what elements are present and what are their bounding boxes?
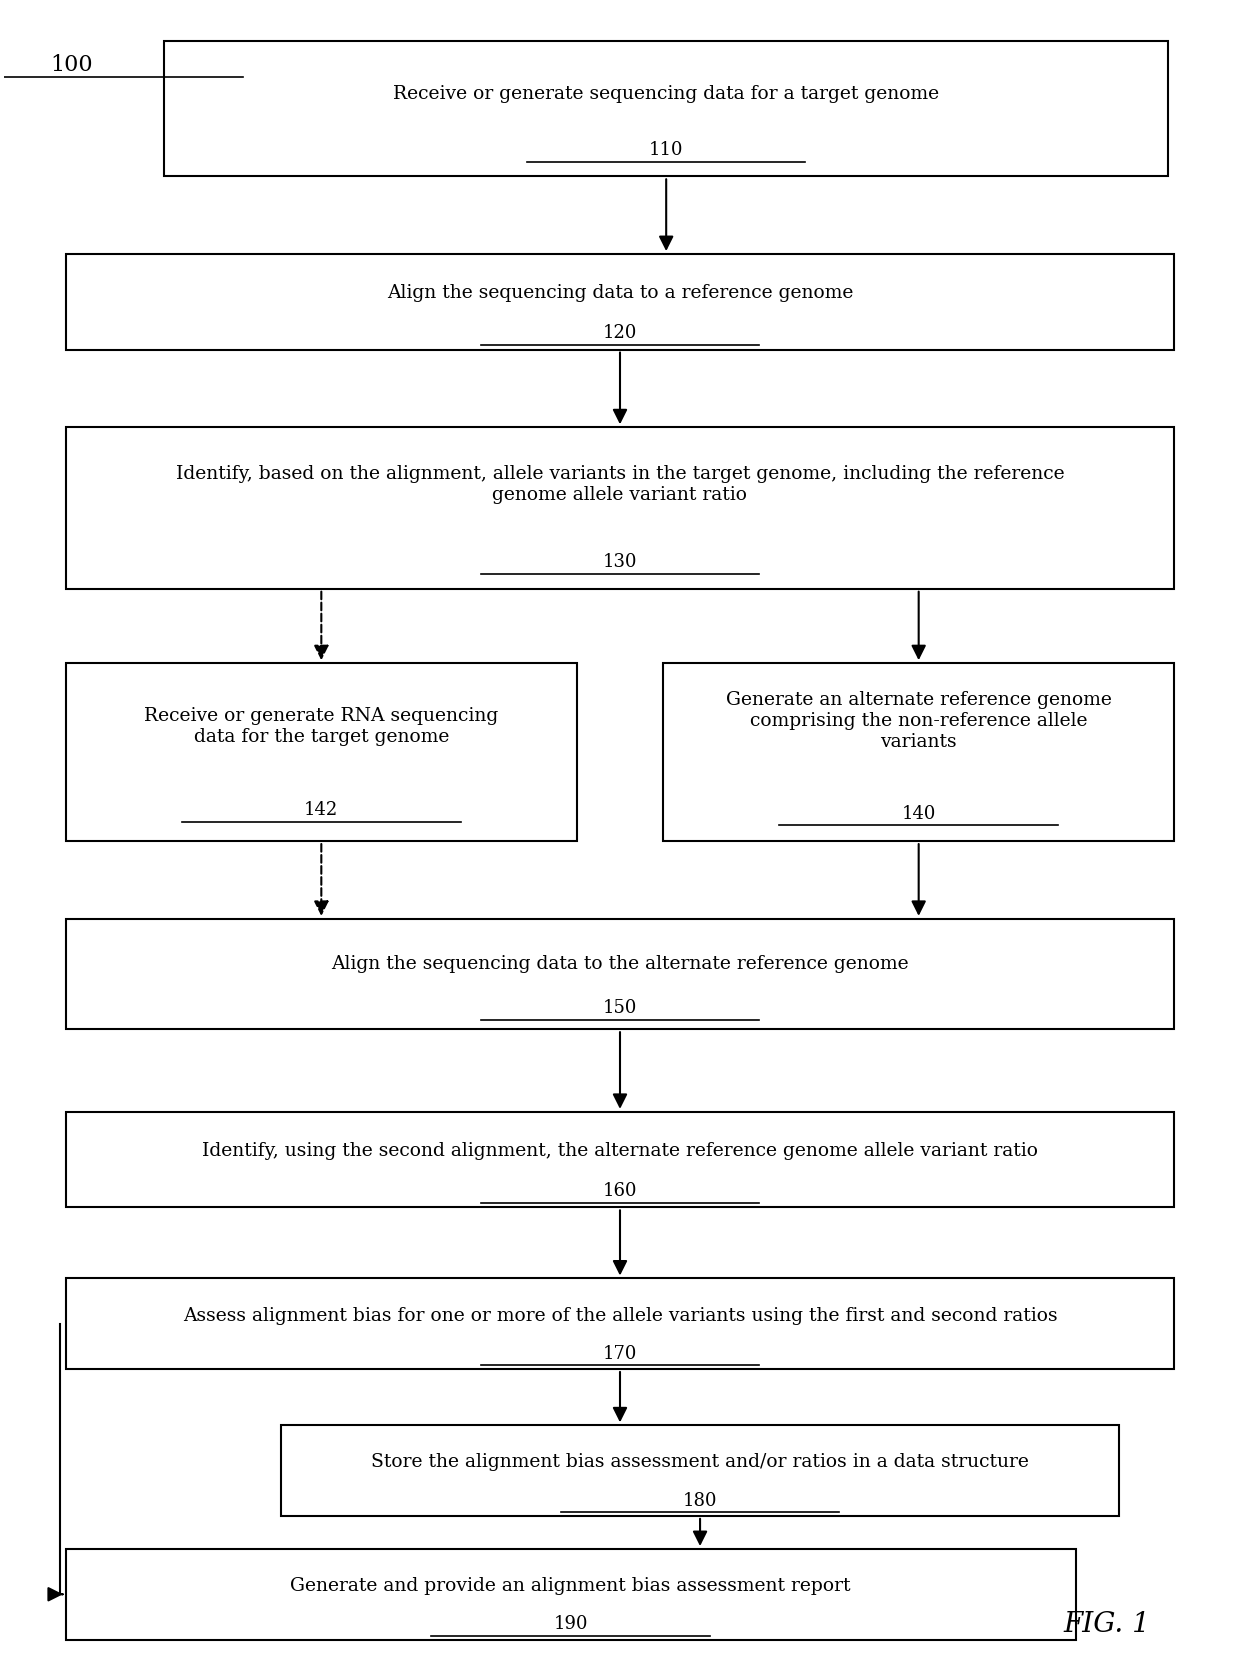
Text: Receive or generate sequencing data for a target genome: Receive or generate sequencing data for … [393,85,939,103]
FancyBboxPatch shape [281,1425,1118,1516]
FancyBboxPatch shape [66,1112,1174,1208]
FancyBboxPatch shape [66,428,1174,590]
Text: 190: 190 [553,1614,588,1632]
Text: 110: 110 [649,141,683,159]
FancyBboxPatch shape [66,1549,1076,1640]
Text: Align the sequencing data to the alternate reference genome: Align the sequencing data to the alterna… [331,954,909,973]
Text: 170: 170 [603,1344,637,1362]
Text: 130: 130 [603,553,637,572]
Text: Store the alignment bias assessment and/or ratios in a data structure: Store the alignment bias assessment and/… [371,1453,1029,1470]
FancyBboxPatch shape [663,664,1174,842]
FancyBboxPatch shape [66,920,1174,1029]
Text: 100: 100 [51,55,93,76]
FancyBboxPatch shape [66,255,1174,350]
Text: 120: 120 [603,325,637,341]
FancyBboxPatch shape [164,41,1168,177]
Text: Generate an alternate reference genome
comprising the non-reference allele
varia: Generate an alternate reference genome c… [725,691,1111,751]
Text: 160: 160 [603,1181,637,1200]
Text: 142: 142 [304,800,339,819]
Text: Identify, based on the alignment, allele variants in the target genome, includin: Identify, based on the alignment, allele… [176,466,1064,504]
Text: FIG. 1: FIG. 1 [1063,1609,1149,1637]
Text: Generate and provide an alignment bias assessment report: Generate and provide an alignment bias a… [290,1576,851,1594]
FancyBboxPatch shape [66,664,577,842]
Text: 140: 140 [901,804,936,822]
Text: Align the sequencing data to a reference genome: Align the sequencing data to a reference… [387,283,853,302]
Text: 180: 180 [683,1491,717,1508]
Text: 150: 150 [603,999,637,1016]
Text: Assess alignment bias for one or more of the allele variants using the first and: Assess alignment bias for one or more of… [182,1306,1058,1324]
Text: Receive or generate RNA sequencing
data for the target genome: Receive or generate RNA sequencing data … [144,706,498,746]
Text: Identify, using the second alignment, the alternate reference genome allele vari: Identify, using the second alignment, th… [202,1142,1038,1160]
FancyBboxPatch shape [66,1279,1174,1369]
